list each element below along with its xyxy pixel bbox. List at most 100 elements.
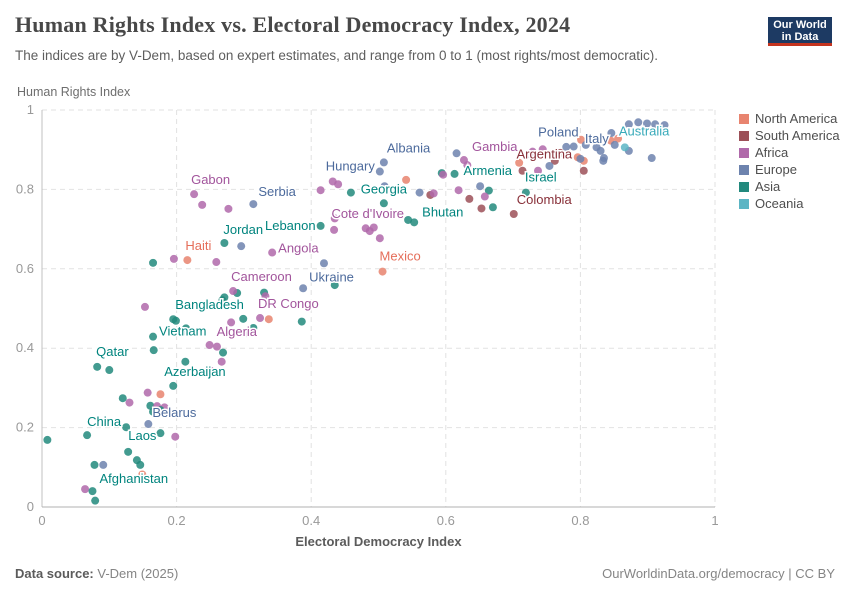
data-point-bangladesh[interactable] xyxy=(169,315,178,324)
data-point-belarus[interactable] xyxy=(144,420,153,429)
data-point[interactable] xyxy=(156,406,165,415)
data-point-vietnam[interactable] xyxy=(149,332,158,341)
data-point[interactable] xyxy=(556,148,565,157)
data-point[interactable] xyxy=(380,182,389,191)
data-point-cameroon[interactable] xyxy=(229,287,238,296)
data-point[interactable] xyxy=(105,366,114,375)
data-point-laos[interactable] xyxy=(156,429,165,438)
data-point[interactable] xyxy=(198,200,207,209)
data-point[interactable] xyxy=(143,388,152,397)
owid-logo[interactable]: Our World in Data xyxy=(768,17,832,46)
data-point-gabon[interactable] xyxy=(190,190,199,199)
data-point-georgia[interactable] xyxy=(379,199,388,208)
data-point[interactable] xyxy=(651,120,660,129)
data-point[interactable] xyxy=(149,407,158,416)
data-point[interactable] xyxy=(146,401,155,410)
data-point[interactable] xyxy=(656,125,665,134)
data-point[interactable] xyxy=(452,149,461,158)
data-point[interactable] xyxy=(169,254,178,263)
data-point-albania[interactable] xyxy=(379,158,388,167)
data-point-algeria[interactable] xyxy=(205,341,214,350)
data-point[interactable] xyxy=(81,485,90,494)
data-point[interactable] xyxy=(297,317,306,326)
data-point[interactable] xyxy=(118,394,127,403)
data-point[interactable] xyxy=(138,470,147,479)
data-point[interactable] xyxy=(217,357,226,366)
data-point[interactable] xyxy=(330,214,339,223)
data-point[interactable] xyxy=(212,258,221,267)
data-point[interactable] xyxy=(607,129,616,138)
data-point-gambia[interactable] xyxy=(459,156,468,165)
data-point[interactable] xyxy=(136,460,145,469)
data-point-poland[interactable] xyxy=(569,142,578,151)
data-point[interactable] xyxy=(429,189,438,198)
data-point[interactable] xyxy=(643,119,652,128)
data-point[interactable] xyxy=(243,329,252,338)
data-point[interactable] xyxy=(545,161,554,170)
data-point[interactable] xyxy=(538,145,547,154)
data-point[interactable] xyxy=(125,398,134,407)
data-point[interactable] xyxy=(43,435,52,444)
data-point-angola[interactable] xyxy=(268,248,277,257)
data-point-lebanon[interactable] xyxy=(316,221,325,230)
data-point[interactable] xyxy=(480,192,489,201)
data-point[interactable] xyxy=(415,188,424,197)
data-point[interactable] xyxy=(181,357,190,366)
data-point[interactable] xyxy=(206,366,215,375)
data-point[interactable] xyxy=(264,315,273,324)
data-point[interactable] xyxy=(90,460,99,469)
data-point-afghanistan[interactable] xyxy=(88,487,97,496)
data-point[interactable] xyxy=(581,140,590,149)
data-point[interactable] xyxy=(239,314,248,323)
data-point-armenia[interactable] xyxy=(450,169,459,178)
data-point[interactable] xyxy=(634,118,643,127)
data-point[interactable] xyxy=(477,204,486,213)
credit-link[interactable]: OurWorldinData.org/democracy | CC BY xyxy=(602,566,835,581)
data-point-china[interactable] xyxy=(122,423,131,432)
data-point[interactable] xyxy=(220,293,229,302)
data-point[interactable] xyxy=(488,203,497,212)
data-point-australia[interactable] xyxy=(620,143,629,152)
legend-item-asia[interactable]: Asia xyxy=(739,178,840,195)
data-point[interactable] xyxy=(224,204,233,213)
data-point[interactable] xyxy=(171,432,180,441)
data-point[interactable] xyxy=(261,292,270,301)
data-point[interactable] xyxy=(599,154,608,163)
data-point-hungary[interactable] xyxy=(375,167,384,176)
legend-item-north-america[interactable]: North America xyxy=(739,110,840,127)
data-point-ukraine[interactable] xyxy=(299,284,308,293)
data-point[interactable] xyxy=(156,390,165,399)
legend-item-oceania[interactable]: Oceania xyxy=(739,195,840,212)
data-point[interactable] xyxy=(249,323,258,332)
data-point-dr-congo[interactable] xyxy=(256,314,265,323)
data-point[interactable] xyxy=(614,134,623,143)
data-point[interactable] xyxy=(624,120,633,129)
data-point[interactable] xyxy=(465,194,474,203)
legend-item-south-america[interactable]: South America xyxy=(739,127,840,144)
data-point[interactable] xyxy=(316,186,325,195)
data-point[interactable] xyxy=(562,142,571,151)
data-point[interactable] xyxy=(319,259,328,268)
data-point[interactable] xyxy=(375,234,384,243)
data-point-jordan[interactable] xyxy=(220,238,229,247)
data-point[interactable] xyxy=(334,180,343,189)
data-point[interactable] xyxy=(99,460,108,469)
data-point-serbia[interactable] xyxy=(249,200,258,209)
data-point-colombia[interactable] xyxy=(509,210,518,219)
data-point[interactable] xyxy=(179,327,188,336)
data-point[interactable] xyxy=(528,147,537,156)
legend-item-africa[interactable]: Africa xyxy=(739,144,840,161)
data-point[interactable] xyxy=(476,182,485,191)
data-point[interactable] xyxy=(124,447,133,456)
data-point[interactable] xyxy=(83,431,92,440)
data-point[interactable] xyxy=(149,258,158,267)
data-point[interactable] xyxy=(227,318,236,327)
data-point-qatar[interactable] xyxy=(93,362,102,371)
data-point[interactable] xyxy=(149,346,158,355)
data-point-bhutan[interactable] xyxy=(410,218,419,227)
data-point[interactable] xyxy=(647,154,656,163)
data-point[interactable] xyxy=(454,186,463,195)
data-point[interactable] xyxy=(140,302,149,311)
data-point[interactable] xyxy=(596,146,605,155)
data-point-argentina[interactable] xyxy=(518,166,527,175)
